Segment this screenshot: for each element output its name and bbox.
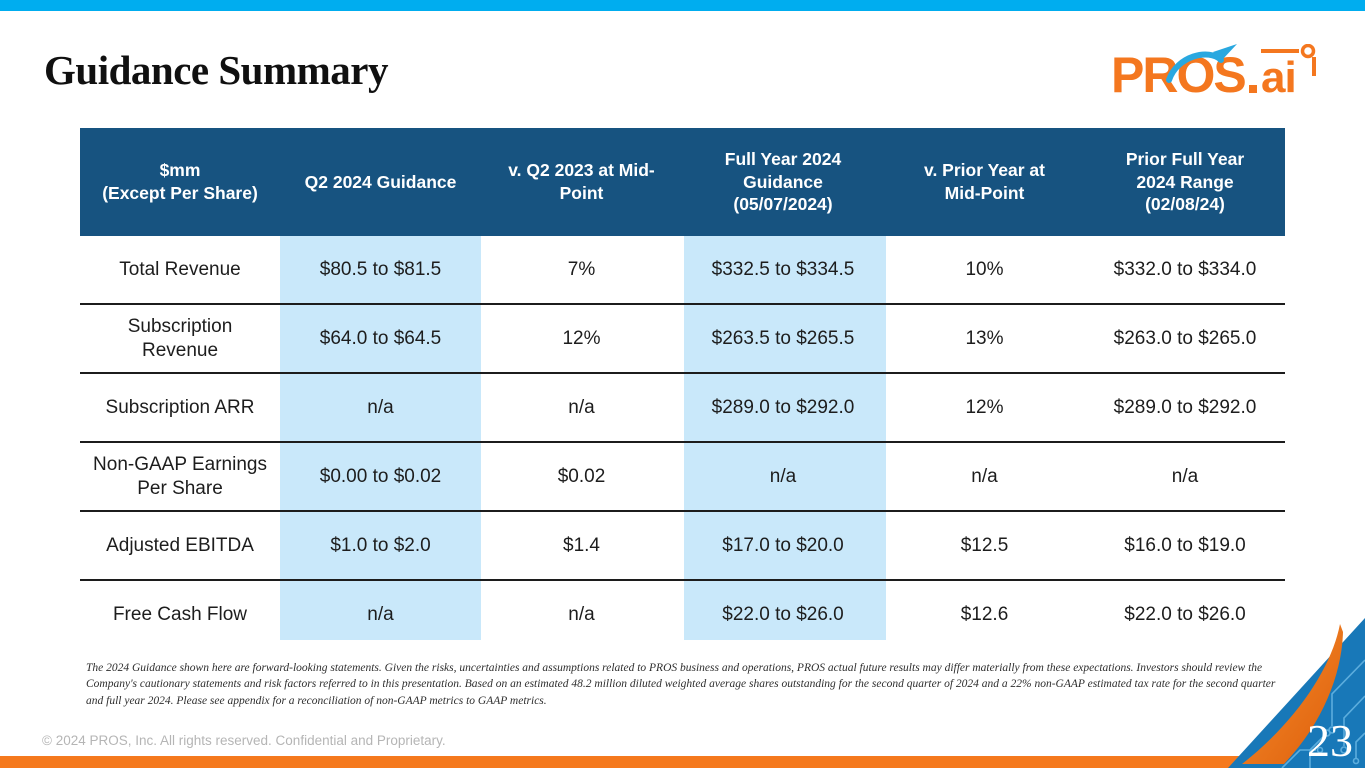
- table-row-subscription-arr: Subscription ARR n/a n/a $289.0 to $292.…: [80, 372, 1285, 441]
- table-row-free-cash-flow: Free Cash Flow n/a n/a $22.0 to $26.0 $1…: [80, 579, 1285, 648]
- table-row-subscription-revenue: Subscription Revenue $64.0 to $64.5 12% …: [80, 303, 1285, 372]
- cell-prior-range: n/a: [1171, 465, 1199, 487]
- cell-vs-q2-2023: n/a: [568, 603, 595, 625]
- cell-vs-prior-year: 13%: [965, 327, 1004, 349]
- cell-prior-range: $289.0 to $292.0: [1113, 396, 1257, 418]
- row-label: Total Revenue: [119, 258, 241, 280]
- cell-q2-guidance: n/a: [367, 396, 394, 418]
- cell-fy-guidance: $17.0 to $20.0: [722, 534, 844, 556]
- cell-fy-guidance: $289.0 to $292.0: [711, 396, 855, 418]
- cell-prior-range: $16.0 to $19.0: [1124, 534, 1246, 556]
- cell-q2-guidance: n/a: [367, 603, 394, 625]
- header-vs-prior-year: v. Prior Year at Mid-Point: [924, 160, 1045, 203]
- cell-q2-guidance: $0.00 to $0.02: [319, 465, 442, 487]
- page-curl-fold: [1242, 624, 1343, 764]
- row-label: Non-GAAP Earnings Per Share: [93, 453, 267, 499]
- table-row-adjusted-ebitda: Adjusted EBITDA $1.0 to $2.0 $1.4 $17.0 …: [80, 510, 1285, 579]
- table-body: Total Revenue $80.5 to $81.5 7% $332.5 t…: [80, 236, 1285, 648]
- cell-vs-prior-year: $12.5: [960, 534, 1009, 556]
- header-q2-2024-guidance: Q2 2024 Guidance: [304, 171, 457, 192]
- cell-vs-q2-2023: 12%: [562, 327, 601, 349]
- pros-ai-logo: PROS ai: [1111, 44, 1316, 103]
- logo-dot: [1249, 85, 1257, 93]
- cell-prior-range: $332.0 to $334.0: [1113, 258, 1257, 280]
- cell-q2-guidance: $64.0 to $64.5: [319, 327, 442, 349]
- table-header-row: $mm (Except Per Share) Q2 2024 Guidance …: [80, 128, 1285, 236]
- cell-vs-q2-2023: 7%: [567, 258, 596, 280]
- cell-prior-range: $22.0 to $26.0: [1124, 603, 1246, 625]
- logo-suffix-text: ai: [1261, 53, 1296, 102]
- cell-vs-prior-year: n/a: [971, 465, 998, 487]
- cell-prior-range: $263.0 to $265.0: [1113, 327, 1257, 349]
- bottom-accent-bar: [0, 756, 1365, 768]
- header-vs-q2-2023: v. Q2 2023 at Mid- Point: [508, 160, 655, 203]
- row-label: Free Cash Flow: [112, 603, 248, 625]
- cell-vs-prior-year: 12%: [965, 396, 1004, 418]
- cell-vs-q2-2023: $1.4: [563, 534, 600, 556]
- table-row-non-gaap-eps: Non-GAAP Earnings Per Share $0.00 to $0.…: [80, 441, 1285, 510]
- cell-q2-guidance: $80.5 to $81.5: [319, 258, 442, 280]
- header-metric: $mm (Except Per Share): [102, 160, 258, 203]
- table-row-total-revenue: Total Revenue $80.5 to $81.5 7% $332.5 t…: [80, 236, 1285, 303]
- logo-swoosh-icon: [1166, 44, 1237, 83]
- circuit-pattern-icon: [1281, 659, 1365, 768]
- cell-vs-prior-year: 10%: [965, 258, 1004, 280]
- logo-circuit-frame-icon: [1261, 44, 1316, 76]
- cell-fy-guidance: $332.5 to $334.5: [711, 258, 855, 280]
- top-accent-bar: [0, 0, 1365, 11]
- row-label: Subscription Revenue: [127, 315, 233, 361]
- row-label: Adjusted EBITDA: [106, 534, 254, 556]
- forward-looking-footnote: The 2024 Guidance shown here are forward…: [86, 662, 1276, 707]
- page-curl-corner: 23: [1228, 618, 1365, 768]
- page-number: 23: [1307, 715, 1353, 766]
- cell-vs-q2-2023: n/a: [568, 396, 595, 418]
- cell-fy-guidance: $22.0 to $26.0: [722, 603, 844, 625]
- cell-q2-guidance: $1.0 to $2.0: [330, 534, 431, 556]
- row-label: Subscription ARR: [105, 396, 255, 418]
- cell-vs-q2-2023: $0.02: [557, 465, 606, 487]
- header-prior-fy-range: Prior Full Year 2024 Range (02/08/24): [1125, 148, 1245, 215]
- cell-fy-guidance: $263.5 to $265.5: [711, 327, 855, 349]
- guidance-table: $mm (Except Per Share) Q2 2024 Guidance …: [80, 128, 1285, 648]
- cell-vs-prior-year: $12.6: [960, 603, 1009, 625]
- page-title: Guidance Summary: [44, 47, 388, 93]
- copyright-notice: © 2024 PROS, Inc. All rights reserved. C…: [42, 733, 446, 748]
- header-fy-2024-guidance: Full Year 2024 Guidance (05/07/2024): [724, 148, 842, 215]
- cell-fy-guidance: n/a: [769, 465, 797, 487]
